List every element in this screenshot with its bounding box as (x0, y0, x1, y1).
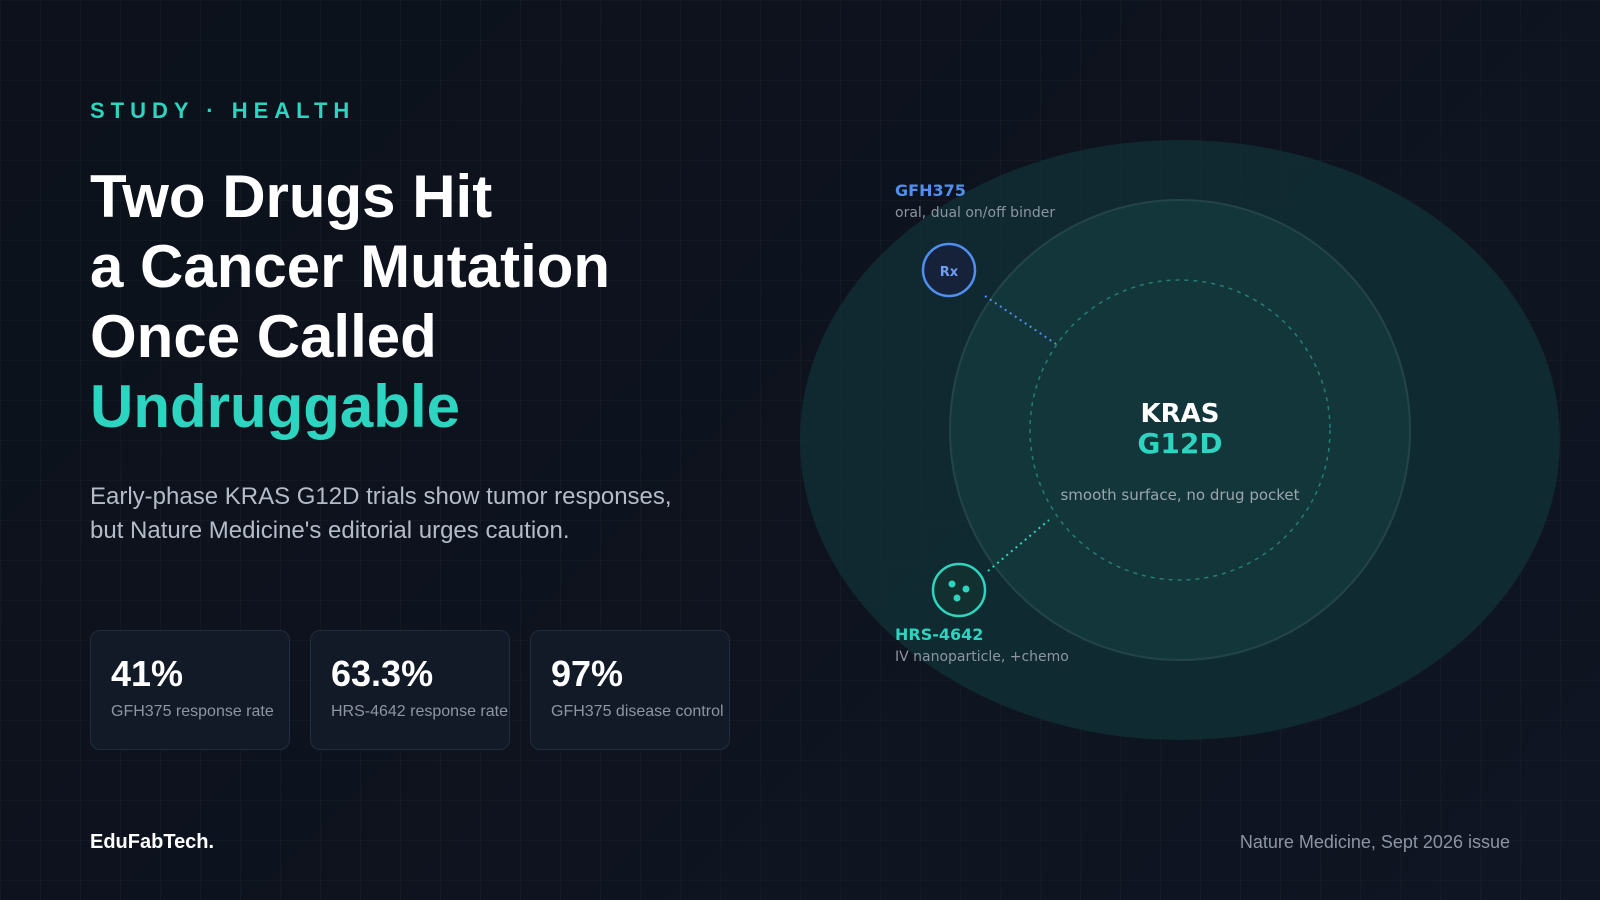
headline-highlight: Undruggable (90, 373, 460, 440)
stat-card: 97% GFH375 disease control (530, 630, 730, 750)
source: Nature Medicine, Sept 2026 issue (1239, 832, 1510, 852)
brand: EduFabTech. (90, 831, 215, 853)
particle-dot (962, 585, 970, 593)
stat-label: HRS-4642 response rate (331, 703, 508, 720)
drug-name: HRS-4642 (895, 625, 983, 644)
particle-dot (948, 580, 956, 588)
target-note: smooth surface, no drug pocket (1060, 486, 1299, 504)
binding-zone (1029, 279, 1331, 581)
target-name: KRAS (1140, 399, 1219, 429)
stat-label: GFH375 disease control (551, 703, 724, 720)
headline-line: Once Called (90, 303, 437, 370)
drug-icon (931, 562, 987, 618)
stat-card: 63.3% HRS-4642 response rate (310, 630, 510, 750)
kicker: STUDY · HEALTH (90, 98, 356, 123)
drug-detail: IV nanoparticle, +chemo (895, 649, 1069, 665)
drug-icon (921, 242, 977, 298)
headline-line: Two Drugs Hit (90, 163, 493, 230)
stat-label: GFH375 response rate (111, 703, 274, 720)
headline: Two Drugs Hit a Cancer Mutation Once Cal… (90, 162, 610, 442)
stat-value: 41% (111, 653, 184, 694)
drug-detail: oral, dual on/off binder (895, 205, 1055, 221)
target-variant: G12D (1137, 427, 1222, 460)
protein-surface (949, 199, 1411, 661)
drug-icon-label: Rx (940, 265, 959, 280)
drug-name: GFH375 (895, 181, 966, 200)
subtitle-line: but Nature Medicine's editorial urges ca… (90, 517, 570, 544)
subtitle: Early-phase KRAS G12D trials show tumor … (90, 480, 672, 548)
stat-card: 41% GFH375 response rate (90, 630, 290, 750)
stat-value: 63.3% (331, 653, 434, 694)
connector (984, 295, 1057, 345)
particle-dot (953, 594, 961, 602)
headline-line: a Cancer Mutation (90, 233, 611, 300)
connector (987, 519, 1050, 572)
stat-value: 97% (551, 653, 624, 694)
subtitle-line: Early-phase KRAS G12D trials show tumor … (90, 483, 672, 510)
